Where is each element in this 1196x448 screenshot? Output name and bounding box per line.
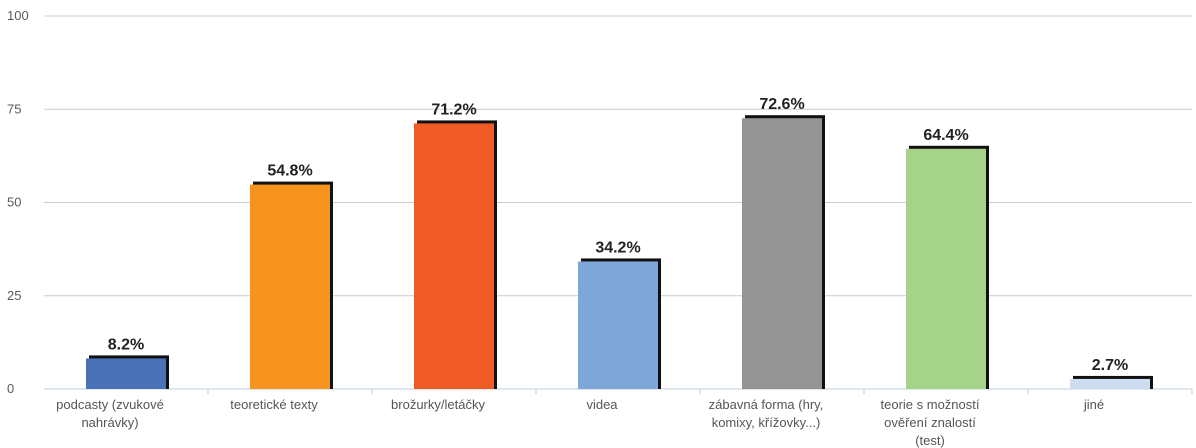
x-category-label: nahrávky) bbox=[81, 415, 138, 430]
y-tick-label: 0 bbox=[7, 381, 14, 396]
x-category-label: zábavná forma (hry, bbox=[709, 397, 824, 412]
x-category-label: brožurky/letáčky bbox=[391, 397, 485, 412]
x-category-label: jiné bbox=[1083, 397, 1104, 412]
data-label: 34.2% bbox=[595, 239, 640, 256]
bar bbox=[86, 358, 166, 389]
x-category-label: ověření znalostí bbox=[884, 415, 976, 430]
bar bbox=[1070, 378, 1150, 389]
data-label: 72.6% bbox=[759, 96, 804, 113]
x-category-label: teoretické texty bbox=[230, 397, 318, 412]
x-category-label: (test) bbox=[915, 433, 945, 448]
x-category-label: komixy, křížovky...) bbox=[712, 415, 821, 430]
data-label: 71.2% bbox=[431, 101, 476, 118]
bar bbox=[414, 123, 494, 389]
bar bbox=[250, 184, 330, 389]
x-category-label: teorie s možností bbox=[881, 397, 980, 412]
bar bbox=[742, 118, 822, 390]
y-tick-label: 25 bbox=[7, 288, 21, 303]
y-tick-label: 100 bbox=[7, 8, 29, 23]
data-label: 54.8% bbox=[267, 163, 312, 180]
x-category-label: podcasty (zvukové bbox=[56, 397, 164, 412]
data-label: 8.2% bbox=[108, 336, 144, 353]
y-tick-label: 50 bbox=[7, 195, 21, 210]
data-label: 64.4% bbox=[923, 127, 968, 144]
bar bbox=[906, 148, 986, 389]
data-label: 2.7% bbox=[1092, 357, 1128, 374]
bar bbox=[578, 261, 658, 389]
y-tick-label: 75 bbox=[7, 101, 21, 116]
x-category-label: videa bbox=[586, 397, 618, 412]
